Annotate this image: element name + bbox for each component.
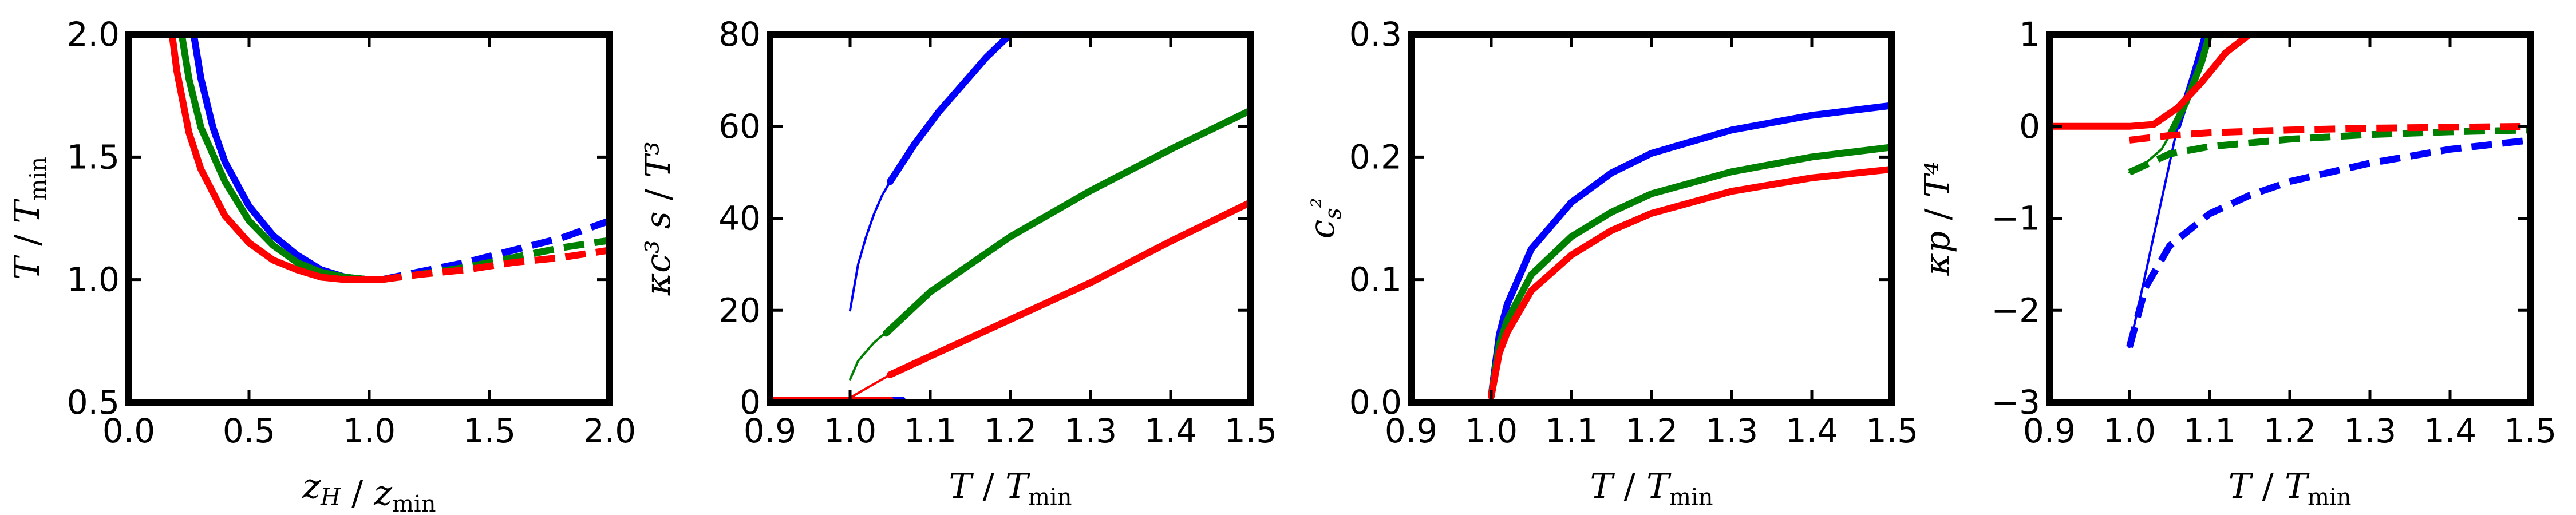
- y-tick-label: 60: [718, 107, 761, 146]
- x-tick-label: 0.9: [744, 411, 796, 450]
- x-axis-label: T / Tmin: [949, 466, 1072, 510]
- y-tick-label: 20: [718, 291, 761, 330]
- y-tick-label: 0.2: [1349, 137, 1402, 176]
- y-tick-label: 0.1: [1349, 260, 1402, 299]
- series-line: [1488, 165, 1892, 400]
- x-tick-label: 0.5: [223, 411, 275, 450]
- x-axis-label: T / Tmin: [1590, 466, 1713, 510]
- x-tick-label: 1.2: [1625, 411, 1678, 450]
- series-line: [849, 373, 891, 399]
- x-tick-label: 1.1: [1545, 411, 1598, 450]
- x-tick-label: 1.1: [2183, 411, 2236, 450]
- x-tick-label: 1.4: [1144, 411, 1197, 450]
- y-tick-label: 0: [2019, 107, 2040, 146]
- panel-4: 0.9 1.0 1.1 1.2 1.3 1.4 1.5 −3 −2 −1 0 1 T / Tmin κp …: [1918, 15, 2557, 510]
- series-line: [2049, 34, 2253, 130]
- x-tick-label: 1.3: [2344, 411, 2396, 450]
- panel-3: 0.9 1.0 1.1 1.2 1.3 1.4 1.5 0.0 0.1 0.2 0.3 T / Tmi…: [1302, 15, 1918, 510]
- series-line: [2126, 136, 2530, 348]
- y-tick-label: 0.3: [1349, 15, 1402, 54]
- series-line: [887, 199, 1251, 378]
- plot-area: [1488, 102, 1892, 400]
- series-line: [168, 34, 385, 283]
- y-tick-label: 2.0: [67, 15, 120, 54]
- x-tick-label: 1.2: [984, 411, 1037, 450]
- series-line: [849, 180, 891, 312]
- y-tick-label: −1: [1992, 199, 2041, 238]
- x-tick-label: 1.5: [2504, 411, 2557, 450]
- series-line: [380, 217, 610, 283]
- y-tick-label: 0.5: [67, 383, 120, 422]
- y-tick-label: 80: [718, 15, 761, 54]
- x-tick-label: 1.5: [463, 411, 516, 450]
- series-line: [2129, 122, 2530, 144]
- series-line: [849, 332, 887, 381]
- y-tick-label: −3: [1992, 383, 2041, 422]
- y-axis-label: T / Tmin: [7, 157, 52, 280]
- x-tick-label: 1.4: [1785, 411, 1838, 450]
- x-tick-label: 1.0: [343, 411, 396, 450]
- series-line: [1488, 102, 1892, 400]
- x-tick-label: 0.9: [1385, 411, 1437, 450]
- plot-area: [168, 34, 610, 283]
- y-axis-label: κc³ s / T³: [638, 141, 678, 296]
- x-axis-label: T / Tmin: [2229, 466, 2352, 510]
- x-tick-label: 1.4: [2424, 411, 2476, 450]
- series-line: [2166, 34, 2213, 139]
- x-tick-label: 0.9: [2023, 411, 2076, 450]
- y-tick-label: 0: [740, 383, 761, 422]
- series-line: [381, 247, 610, 283]
- x-tick-label: 1.3: [1705, 411, 1758, 450]
- series-line: [381, 237, 610, 283]
- x-tick-label: 1.5: [1866, 411, 1918, 450]
- x-tick-label: 1.3: [1064, 411, 1117, 450]
- y-axis-label: κp / T⁴: [1918, 161, 1958, 276]
- series-line: [190, 34, 385, 283]
- x-tick-label: 1.0: [2103, 411, 2156, 450]
- x-tick-label: 1.0: [824, 411, 876, 450]
- y-tick-label: 1.0: [67, 260, 120, 299]
- x-tick-label: 1.5: [1224, 411, 1277, 450]
- axes-frame: [2046, 31, 2534, 406]
- x-tick-label: 1.1: [904, 411, 957, 450]
- x-tick-label: 2.0: [583, 411, 636, 450]
- series-line: [883, 106, 1251, 337]
- x-tick-label: 0.0: [102, 411, 155, 450]
- y-tick-label: −2: [1992, 291, 2041, 330]
- y-tick-label: 40: [718, 199, 761, 238]
- series-line: [887, 34, 1014, 185]
- x-axis-label: zH / zmin: [302, 466, 436, 515]
- panel-2: 0.9 1.0 1.1 1.2 1.3 1.4 1.5 0 20 40 60 80 T / Tmin κc…: [638, 15, 1277, 510]
- x-tick-label: 1.2: [2263, 411, 2316, 450]
- axes-frame: [1408, 31, 1895, 406]
- axes-frame: [767, 31, 1254, 406]
- series-line: [1488, 144, 1892, 400]
- y-tick-label: 1.5: [67, 137, 120, 176]
- y-tick-label: 0.0: [1349, 383, 1402, 422]
- plot-area: [770, 34, 1251, 402]
- series-line: [2128, 126, 2530, 176]
- y-axis-label: cs²: [1302, 198, 1346, 239]
- y-tick-label: 1: [2019, 15, 2040, 54]
- plot-area: [2049, 34, 2530, 348]
- x-tick-label: 1.0: [1465, 411, 1518, 450]
